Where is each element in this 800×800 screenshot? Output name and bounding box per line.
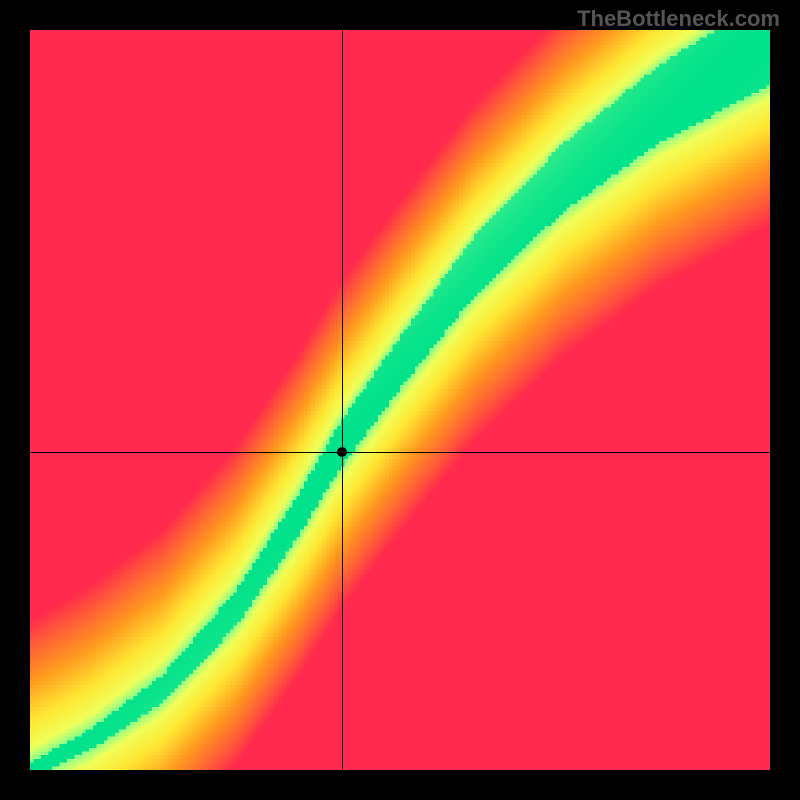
crosshair-marker [337, 447, 347, 457]
watermark-text: TheBottleneck.com [577, 6, 780, 32]
crosshair-horizontal [30, 452, 770, 453]
heatmap-canvas [30, 30, 770, 770]
crosshair-vertical [342, 30, 343, 770]
heatmap-plot [30, 30, 770, 770]
chart-container: TheBottleneck.com [0, 0, 800, 800]
